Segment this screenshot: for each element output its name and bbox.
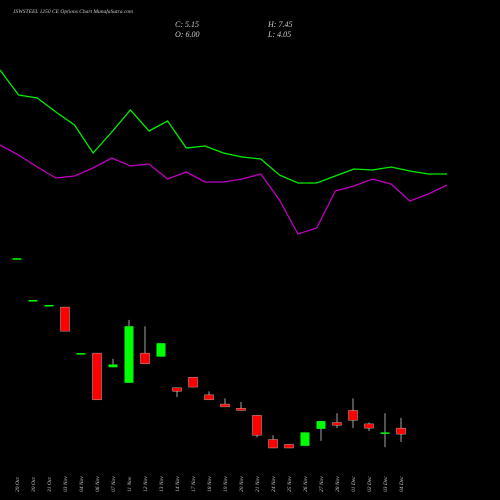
candle-body [396, 427, 406, 435]
candle-body [204, 394, 214, 401]
x-tick-label: 02 Dec [367, 476, 373, 492]
x-tick-label: 13 Nov [159, 476, 165, 492]
x-tick-label: 21 Nov [255, 476, 261, 492]
x-tick-label: 31 Oct [47, 477, 53, 493]
low-label: L: 4.05 [267, 30, 291, 39]
x-tick-label: 14 Nov [174, 476, 181, 492]
x-tick-label: 27 Nov [319, 476, 325, 492]
x-tick-label: 20 Nov [239, 476, 245, 492]
x-tick-label: 18 Nov [207, 476, 213, 492]
x-tick-label: 28 Nov [335, 476, 341, 492]
candle-body [220, 403, 230, 408]
candle-body [268, 439, 278, 449]
x-tick-label: 17 Nov [191, 476, 197, 492]
candle-body [348, 410, 358, 421]
candle-body [364, 423, 374, 429]
x-tick-label: 29 Oct [15, 477, 21, 492]
x-tick-label: 25 Nov [287, 476, 293, 492]
chart-title: JSWSTEEL 1250 CE Options Chart MunafaSut… [13, 8, 133, 15]
candle-body [332, 422, 342, 426]
x-tick-label: 04 Nov [78, 476, 85, 492]
candle-body [284, 444, 294, 449]
x-tick-label: 03 Dec [383, 476, 389, 492]
candle-body [316, 421, 326, 429]
x-tick-label: 12 Nov [143, 476, 149, 492]
candle-body [60, 306, 70, 332]
x-tick-label: 24 Nov [270, 476, 277, 492]
indicator-line [0, 144, 448, 235]
candle-body [108, 364, 118, 368]
candle-body [140, 352, 150, 364]
close-label: C: 5.15 [175, 20, 199, 29]
candle-body [92, 352, 102, 401]
high-label: H: 7.45 [267, 20, 292, 29]
x-tick-label: 11 Nov [127, 476, 133, 492]
open-label: O: 6.00 [175, 30, 199, 39]
x-tick-label: 04 Dec [398, 476, 405, 492]
candle-body [44, 304, 54, 307]
x-tick-label: 30 Oct [31, 477, 37, 493]
candle-body [12, 258, 22, 260]
candle-body [236, 408, 246, 411]
x-tick-label: 07 Nov [111, 476, 117, 492]
candle-body [28, 300, 38, 302]
candle-body [76, 353, 86, 355]
x-tick-label: 01 Dec [351, 476, 357, 492]
x-tick-label: 26 Nov [303, 476, 309, 492]
x-tick-label: 06 Nov [95, 476, 101, 492]
candle-body [124, 326, 134, 383]
candle-body [172, 387, 182, 392]
candle-body [380, 432, 390, 434]
indicator-line [0, 69, 447, 184]
candle-body [252, 415, 262, 436]
candle-body [156, 343, 166, 357]
candle-body [188, 376, 198, 388]
x-tick-label: 03 Nov [63, 476, 69, 492]
candle-body [300, 432, 310, 446]
x-tick-label: 19 Nov [223, 476, 229, 492]
